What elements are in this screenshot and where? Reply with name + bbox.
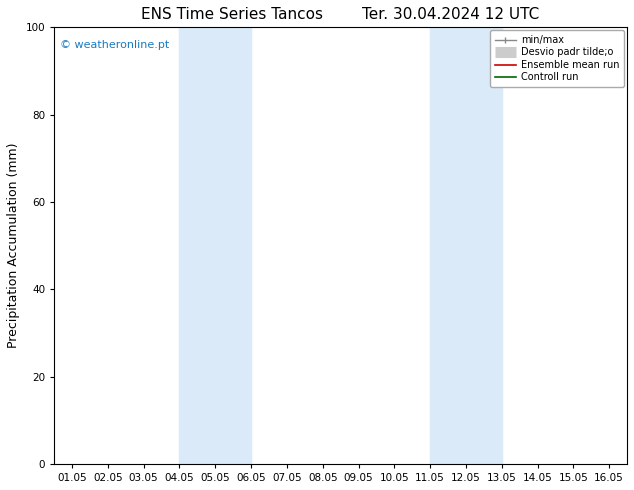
Legend: min/max, Desvio padr tilde;o, Ensemble mean run, Controll run: min/max, Desvio padr tilde;o, Ensemble m… (489, 30, 624, 87)
Text: © weatheronline.pt: © weatheronline.pt (60, 40, 169, 50)
Title: ENS Time Series Tancos        Ter. 30.04.2024 12 UTC: ENS Time Series Tancos Ter. 30.04.2024 1… (141, 7, 540, 22)
Y-axis label: Precipitation Accumulation (mm): Precipitation Accumulation (mm) (7, 143, 20, 348)
Bar (179, 27, 251, 464)
Bar (430, 27, 501, 464)
